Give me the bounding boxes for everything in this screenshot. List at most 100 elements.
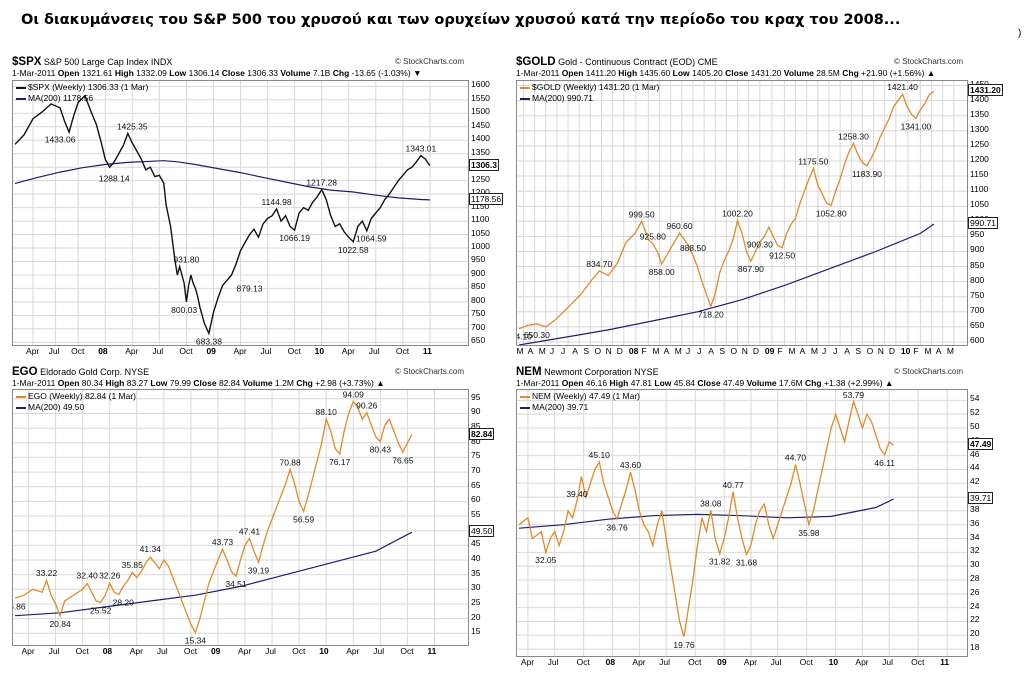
nem-quote-open-value: 46.16 [585, 378, 608, 388]
nem-x-tick-label: Jul [770, 657, 782, 667]
spx-y-tick-label: 650 [471, 335, 486, 346]
gold-x-tick-label: F [641, 346, 647, 356]
nem-quote-volume-value: 17.6M [779, 378, 803, 388]
ego-price-annotation: 41.34 [140, 544, 162, 554]
ego-exchange: NYSE [124, 367, 150, 377]
ego-quote-close-label: Close [193, 378, 217, 388]
spx-x-tick-label: 08 [98, 346, 108, 356]
ego-y-tick-label: 30 [471, 582, 481, 593]
spx-price-annotation: 931.80 [173, 254, 199, 264]
ego-y-tick-label: 95 [471, 391, 481, 402]
gold-y-tick-label: 900 [970, 244, 985, 255]
spx-price-annotation: 683.38 [196, 336, 222, 345]
ego-y-tick-label: 55 [471, 509, 481, 520]
gold-y-tick-label: 850 [970, 259, 985, 270]
nem-y-tick-label: 30 [970, 559, 980, 570]
gold-price-annotation: 718.20 [698, 309, 724, 319]
ego-price-line [14, 400, 413, 634]
spx-y-tick-label: 1500 [471, 106, 490, 117]
gold-x-tick-label: 09 [764, 346, 775, 356]
spx-quote-close-value: 1306.33 [247, 68, 279, 78]
spx-legend-item: $SPX (Weekly) 1306.33 (1 Mar) [16, 82, 148, 93]
nem-y-tick-label: 24 [970, 600, 980, 611]
gold-y-tick-label: 1200 [970, 153, 989, 164]
ego-x-tick-label: Oct [400, 646, 414, 656]
nem-x-tick-label: Apr [855, 657, 869, 667]
spx-x-tick-label: Jul [368, 346, 380, 356]
gold-x-tick-label: D [888, 346, 895, 356]
spx-x-tick-label: Apr [341, 346, 355, 356]
spx-chart-title: $SPX S&P 500 Large Cap Index INDX [12, 56, 172, 68]
spx-x-tick-label: Jul [48, 346, 60, 356]
spx-y-tick-label: 1200 [471, 187, 490, 197]
gold-price-annotation: 925.80 [640, 232, 666, 242]
spx-y-tick-label: 1350 [471, 146, 490, 157]
nem-y-tick-label: 44 [970, 462, 980, 473]
gold-x-tick-label: M [652, 346, 660, 356]
ego-quote-high-label: High [105, 378, 125, 388]
spx-quote-line: 1-Mar-2011 Open 1321.61 High 1332.09 Low… [12, 68, 422, 78]
ego-price-annotation: 32.26 [99, 571, 121, 581]
spx-y-tick-label: 900 [471, 267, 486, 278]
gold-price-annotation: 1258.30 [838, 131, 869, 141]
ego-quote-low-value: 79.99 [169, 378, 192, 388]
ego-x-tick-label: Oct [292, 646, 306, 656]
gold-quote-volume-label: Volume [783, 68, 814, 78]
spx-x-tick-label: Oct [287, 346, 301, 356]
nem-price-annotation: 31.68 [736, 558, 758, 568]
ego-quote-low-label: Low [150, 378, 168, 388]
nem-x-tick-label: Apr [632, 657, 646, 667]
nem-legend: NEM (Weekly) 47.49 (1 Mar) MA(200) 39.71 [520, 391, 640, 413]
nem-y-tick-label: 52 [970, 407, 980, 418]
gold-quote-volume-value: 28.5M [816, 68, 840, 78]
gold-price-annotation: 912.50 [769, 251, 795, 261]
gold-legend-label: MA(200) 990.71 [532, 93, 593, 103]
ego-price-annotation: 43.73 [212, 537, 234, 547]
gold-y-tick-label: 1250 [970, 138, 989, 149]
ego-y-tick-label: 85 [471, 421, 481, 432]
ego-y-tick-label: 80 [471, 435, 481, 446]
nem-y-tick-label: 32 [970, 545, 980, 556]
gold-y-tick-label: 1300 [970, 123, 989, 134]
ego-legend: EGO (Weekly) 82.84 (1 Mar) MA(200) 49.50 [16, 391, 136, 413]
gold-x-tick-label: D [616, 346, 623, 356]
nem-legend-swatch [520, 406, 530, 409]
spx-legend: $SPX (Weekly) 1306.33 (1 Mar) MA(200) 117… [16, 82, 148, 104]
gold-price-line [518, 90, 935, 330]
gold-y-tick-label: 750 [970, 289, 985, 300]
gold-price-annotation: 1421.40 [887, 82, 918, 92]
spx-chart-svg: 1433.06 1425.35 1288.14 931.80 800.03 683.38 8… [13, 81, 468, 345]
ego-y-tick-label: 90 [471, 406, 481, 417]
spx-legend-swatch [16, 86, 26, 89]
ego-price-annotation: 34.51 [225, 579, 247, 589]
gold-price-annotation: 858.00 [649, 267, 675, 277]
gold-quote-close-label: Close [725, 68, 749, 78]
gold-x-tick-label: O [866, 346, 874, 356]
gold-price-annotation: 888.50 [680, 243, 706, 253]
spx-x-tick-label: Jul [260, 346, 272, 356]
nem-y-tick-label: 26 [970, 586, 980, 597]
nem-x-tick-label: Oct [799, 657, 813, 667]
spx-quote-volume-label: Volume [280, 68, 311, 78]
gold-x-tick-label: 08 [628, 346, 639, 356]
spx-quote-chg-arrow: ▼ [413, 68, 422, 78]
spx-y-tick-label: 1250 [471, 173, 490, 184]
gold-legend-item: $GOLD (Weekly) 1431.20 (1 Mar) [520, 82, 659, 93]
ego-quote-volume-label: Volume [242, 378, 273, 388]
spx-y-tick-label: 1000 [471, 241, 490, 252]
ego-price-annotation: 76.65 [392, 456, 414, 466]
gold-x-tick-label: O [594, 346, 602, 356]
nem-chart-svg: 32.05 39.40 45.10 36.76 43.60 19.76 38.0840.77… [517, 390, 967, 656]
gold-price-annotation: 644.10 [517, 332, 532, 342]
gold-x-tick-label: S [583, 346, 590, 356]
nem-quote-chg-arrow: ▲ [884, 378, 894, 388]
spx-x-tick-label: Oct [179, 346, 193, 356]
gold-price-annotation: 834.70 [586, 259, 612, 269]
gold-price-annotation: 867.90 [738, 264, 764, 274]
spx-source-credit: © StockCharts.com [395, 57, 465, 66]
nem-y-tick-label: 34 [970, 531, 980, 542]
ego-y-tick-label: 70 [471, 465, 481, 476]
